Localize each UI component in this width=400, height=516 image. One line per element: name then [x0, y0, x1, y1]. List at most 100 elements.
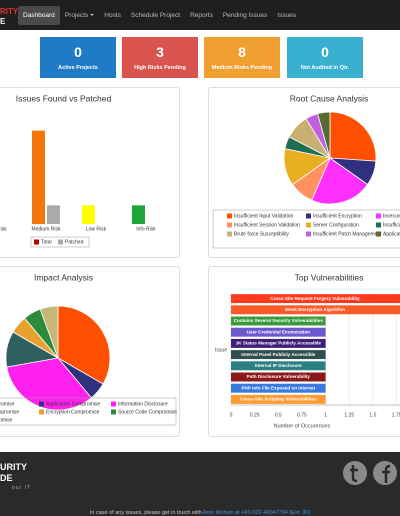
bar — [32, 130, 45, 224]
legend-box — [30, 236, 90, 248]
legend-label: Insufficient Session Validation — [234, 222, 300, 228]
legend-marker — [111, 401, 116, 407]
legend-label: Information Disclosure — [118, 401, 168, 407]
chart-title: Issues Found vs Patched — [16, 93, 112, 103]
legend-marker — [39, 409, 44, 415]
contact: In case of any issues, please get in tou… — [0, 510, 400, 516]
legend-label: Server Compromise — [0, 417, 13, 423]
nav-item[interactable]: Dashboard — [18, 5, 60, 25]
facebook-glyph — [382, 464, 391, 483]
legend-label: Application Misconfiguration — [383, 231, 400, 237]
stat-value: 8 — [238, 44, 246, 60]
nav-item[interactable]: Schedule Project — [130, 11, 181, 19]
legend-marker — [376, 222, 381, 228]
legend-marker — [58, 239, 63, 245]
nav-item[interactable]: Issues — [277, 11, 297, 19]
x-tick-label: 1 — [324, 412, 327, 418]
legend-label: Application Compromise — [46, 401, 100, 407]
bar-label: Contains Several Security Vulnerabilitie… — [234, 318, 324, 323]
stat-value: 0 — [74, 44, 82, 60]
legend-marker — [306, 231, 311, 237]
chart: Root Cause Analysis Insufficient Input Va… — [212, 93, 400, 249]
x-tick-label: Low Risk — [86, 226, 107, 232]
legend-marker — [306, 213, 311, 219]
stat-box: 0 Active Projects — [40, 37, 116, 78]
legend-label: Source Code Compromise — [118, 409, 177, 415]
legend-marker — [376, 231, 381, 237]
footer-brand: URITY — [0, 462, 27, 472]
pie-slice — [6, 357, 92, 411]
bar-label: JK Status Manager Publicly Accessible — [236, 341, 322, 346]
legend-label: Encryption Compromise — [46, 409, 100, 415]
pie-slice — [57, 305, 111, 385]
legend-marker — [34, 239, 39, 245]
nav-item[interactable]: Hosts — [104, 11, 121, 19]
stat-label: Medium Risks Pending — [211, 65, 273, 71]
legend-label: Server Configuration — [313, 222, 359, 228]
chart: Issues Found vs Patched High Risk Medium R… — [0, 93, 156, 248]
bar-label: Path Disclosure Vulnerability — [247, 374, 311, 379]
nav-item[interactable]: Projects — [60, 6, 99, 25]
twitter-glyph — [350, 465, 358, 483]
legend-marker — [111, 409, 116, 415]
bar — [231, 305, 400, 315]
bar — [231, 394, 326, 404]
bar-label: Internal Panel Publicly Accessible — [241, 352, 316, 357]
bar — [231, 350, 326, 360]
x-tick-label: 1.25 — [344, 412, 354, 418]
x-tick-label: 0.5 — [275, 412, 282, 418]
legend-marker — [39, 401, 44, 407]
pie-slice — [39, 305, 59, 359]
footer: URITY DE our IT In case of any issues, p… — [0, 452, 400, 516]
twitter-icon[interactable] — [343, 461, 367, 485]
x-tick-label: 1.5 — [369, 412, 376, 418]
legend-label: Insufficient Webroot Management — [383, 222, 400, 228]
bar — [231, 361, 326, 371]
x-tick-label: 0.25 — [250, 412, 260, 418]
nav-item[interactable]: Reports — [190, 11, 213, 19]
x-tick-label: 0 — [230, 412, 233, 418]
legend-box — [0, 397, 177, 426]
contact-phone[interactable]: at +91-022-40047794 (Ext: 30) — [235, 510, 311, 516]
chart: Impact Analysis System Compromise Applicat… — [0, 272, 177, 426]
legend-label: Total — [41, 239, 52, 245]
bar — [231, 338, 326, 348]
stat-label: Not Audited in Qtr. — [300, 65, 350, 71]
chart-panel: Root Cause Analysis Insufficient Input Va… — [208, 87, 400, 258]
brand: RITY — [0, 7, 19, 16]
bar — [231, 327, 326, 337]
legend-marker — [227, 231, 232, 237]
bar-label: PHP Info File Exposed on Internet — [241, 385, 315, 390]
legend-box — [212, 209, 400, 249]
pie-slice — [311, 157, 369, 205]
stat-value: 0 — [321, 44, 329, 60]
legend-marker — [376, 213, 381, 219]
chart-panel: Issues Found vs Patched High Risk Medium R… — [0, 87, 180, 258]
stat-label: Active Projects — [58, 65, 98, 71]
stat-box: 3 High Risks Pending — [122, 37, 198, 78]
x-tick-label: 0.75 — [297, 412, 307, 418]
y-axis-label: Issue — [215, 347, 227, 353]
footer-brand: DE — [0, 473, 13, 483]
brand: E — [0, 17, 6, 26]
navbar: RITY E Dashboard Projects Hosts Schedule Pr… — [0, 0, 400, 30]
bar — [47, 205, 60, 224]
legend-marker — [227, 222, 232, 228]
bar — [231, 372, 326, 382]
legend-label: Patched — [65, 239, 84, 245]
chart: Top Vulnerabilities 0 0.25 0.5 0.75 1 1.25 1.5 1… — [215, 272, 400, 429]
contact-text: In case of any issues, please get in tou… — [89, 510, 202, 516]
bar-label: Cross-Site Scripting Vulnerabilities — [240, 397, 317, 402]
legend-marker — [227, 213, 232, 219]
contact-link[interactable]: Amir Mohsin — [202, 510, 234, 516]
bar — [231, 383, 326, 393]
bar — [231, 316, 326, 326]
legend-label: Insufficient Patch Management — [313, 231, 382, 237]
legend-label: Brute force Susceptibility — [234, 231, 290, 237]
nav-item[interactable]: Pending Issues — [222, 11, 268, 19]
stat-value: 3 — [156, 44, 164, 60]
x-tick-label: Medium Risk — [32, 226, 61, 232]
stat-box: 8 Medium Risks Pending — [204, 37, 280, 78]
legend-label: Insufficient Encryption — [313, 213, 362, 219]
